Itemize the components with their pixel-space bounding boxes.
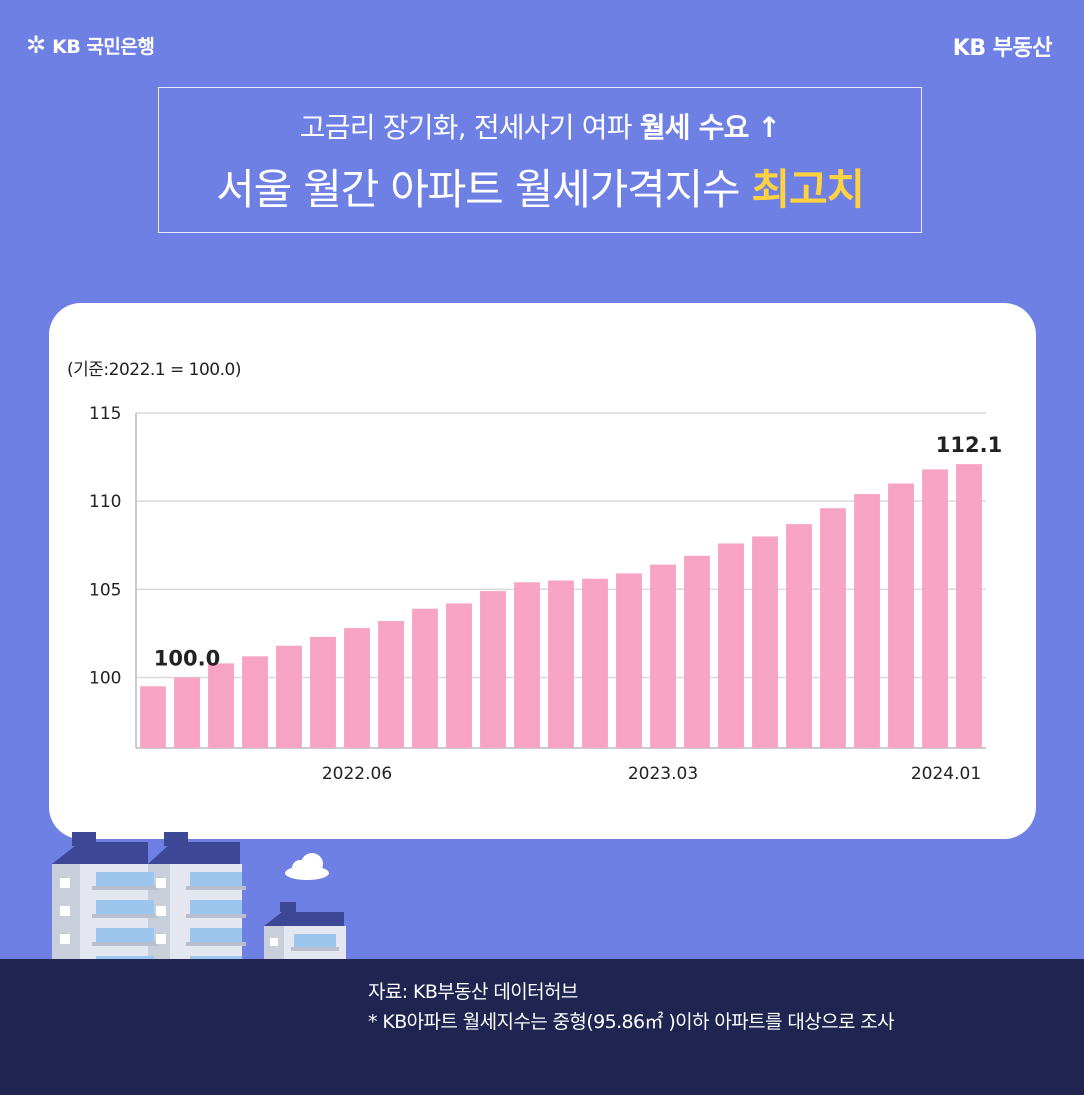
bar [174, 677, 200, 748]
footer-band [0, 959, 1084, 1095]
side-window [60, 934, 70, 944]
bar-chart: (기준:2022.1 = 100.0) 100 105 110 115 100.0 11… [67, 360, 1002, 784]
bar [684, 555, 710, 748]
bank-brand-label: KB 국민은행 [52, 35, 155, 58]
realestate-brand-label: KB 부동산 [952, 36, 1053, 61]
bar [752, 536, 778, 748]
bar [276, 645, 302, 748]
headline-highlight: 최고치 [751, 165, 866, 214]
kb-star-icon: ✲ [26, 31, 47, 59]
source-line: 자료: KB부동산 데이터허브 [368, 981, 578, 1003]
bar [412, 608, 438, 748]
window [190, 928, 242, 942]
source-note: 자료: KB부동산 데이터허브 * KB아파트 월세지수는 중형(95.86㎡ … [368, 977, 895, 1037]
window [96, 928, 154, 942]
bar [378, 621, 404, 748]
balcony [92, 886, 158, 890]
kb-bank-logo: ✲ KB 국민은행 [26, 30, 155, 60]
balcony [291, 947, 339, 951]
window [96, 872, 154, 886]
y-tick-label: 100 [89, 668, 121, 688]
y-tick-label: 110 [89, 492, 121, 512]
side-window [60, 878, 70, 888]
balcony [186, 914, 246, 918]
x-tick-label: 2023.03 [628, 764, 698, 784]
bar [616, 573, 642, 748]
bar [820, 508, 846, 748]
bar [650, 564, 676, 748]
bar [140, 686, 166, 748]
headline-line1-plain: 고금리 장기화, 전세사기 여파 [299, 111, 640, 144]
side-window [156, 878, 166, 888]
side-window [156, 906, 166, 916]
balcony [186, 942, 246, 946]
side-window [270, 938, 278, 946]
y-tick-label: 115 [89, 404, 121, 424]
bar [888, 483, 914, 748]
bar [446, 603, 472, 748]
bar [854, 494, 880, 748]
bar [208, 663, 234, 748]
bar [922, 469, 948, 748]
bar [514, 582, 540, 748]
bar [480, 591, 506, 748]
bar [582, 578, 608, 748]
headline-line1: 고금리 장기화, 전세사기 여파 월세 수요 ↑ [159, 106, 921, 146]
window [294, 934, 336, 947]
window [190, 900, 242, 914]
data-label: 112.1 [936, 433, 1002, 457]
data-label: 100.0 [154, 646, 220, 670]
bar [786, 524, 812, 748]
window [96, 900, 154, 914]
headline-box: 고금리 장기화, 전세사기 여파 월세 수요 ↑ 서울 월간 아파트 월세가격지… [158, 87, 922, 233]
headline-line2: 서울 월간 아파트 월세가격지수 최고치 [159, 156, 921, 217]
x-tick-label: 2022.06 [322, 764, 392, 784]
headline-line2-plain: 서울 월간 아파트 월세가격지수 [216, 165, 752, 214]
bar [956, 464, 982, 748]
bar [344, 628, 370, 748]
bar [242, 656, 268, 748]
bar [310, 636, 336, 748]
chart-base-note: (기준:2022.1 = 100.0) [67, 360, 241, 380]
bar [548, 580, 574, 748]
side-window [60, 906, 70, 916]
window [190, 872, 242, 886]
balcony [92, 914, 158, 918]
x-tick-label: 2024.01 [911, 764, 981, 784]
bar [718, 543, 744, 748]
balcony [92, 942, 158, 946]
balcony [186, 886, 246, 890]
source-footnote: * KB아파트 월세지수는 중형(95.86㎡ )이하 아파트를 대상으로 조사 [368, 1011, 895, 1033]
y-tick-label: 105 [89, 580, 121, 600]
side-window [156, 934, 166, 944]
cloud-icon [285, 853, 329, 880]
chart-card: (기준:2022.1 = 100.0) 100 105 110 115 100.0 11… [49, 303, 1036, 839]
headline-line1-bold: 월세 수요 ↑ [639, 111, 781, 144]
